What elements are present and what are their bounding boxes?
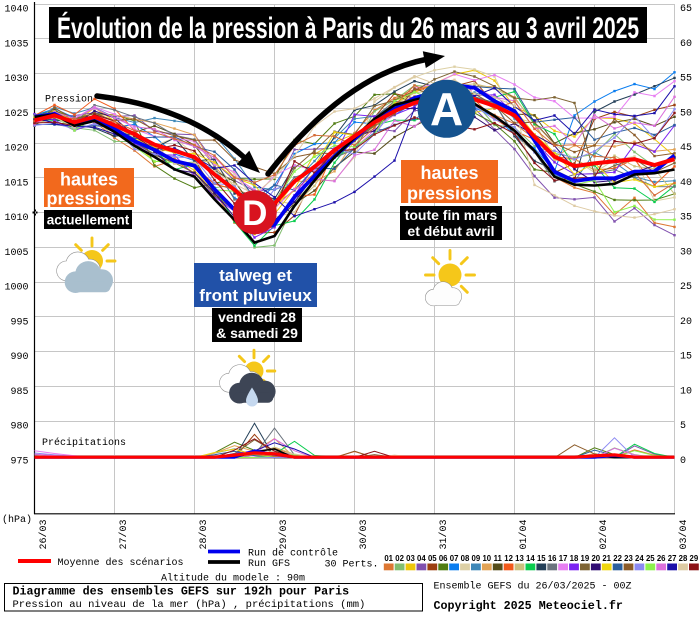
svg-text:& samedi 29: & samedi 29 [216,325,298,341]
svg-text:03/04: 03/04 [678,519,690,549]
svg-text:0: 0 [680,456,686,467]
svg-text:985: 985 [10,387,28,398]
svg-text:1005: 1005 [4,248,28,259]
svg-text:28/03: 28/03 [198,519,210,549]
svg-text:20: 20 [680,317,692,328]
svg-text:Évolution de la pression à Par: Évolution de la pression à Paris du 26 m… [57,11,639,45]
svg-text:40: 40 [680,178,692,189]
svg-text:29: 29 [690,554,699,563]
svg-text:1030: 1030 [4,74,28,85]
svg-text:vendredi 28: vendredi 28 [218,309,296,325]
svg-text:13: 13 [515,554,524,563]
svg-text:25: 25 [680,282,692,293]
svg-text:D: D [242,194,267,233]
svg-text:1025: 1025 [4,109,28,120]
svg-text:28: 28 [679,554,688,563]
svg-text:27/03: 27/03 [118,519,130,549]
svg-text:31/03: 31/03 [438,519,450,549]
svg-text:35: 35 [680,213,692,224]
svg-text:Diagramme des ensembles GEFS s: Diagramme des ensembles GEFS sur 192h po… [13,585,350,599]
svg-text:1015: 1015 [4,178,28,189]
svg-text:990: 990 [10,352,28,363]
svg-text:Moyenne des scénarios: Moyenne des scénarios [58,557,184,569]
svg-text:08: 08 [461,554,470,563]
svg-text:55: 55 [680,74,692,85]
svg-text:19: 19 [581,554,590,563]
svg-text:01/04: 01/04 [518,519,530,549]
svg-text:980: 980 [10,422,28,433]
svg-text:09: 09 [472,554,481,563]
svg-text:27: 27 [668,554,677,563]
svg-text:30/03: 30/03 [358,519,370,549]
svg-text:50: 50 [680,108,692,119]
svg-text:1020: 1020 [4,144,28,155]
svg-text:02/04: 02/04 [598,519,610,549]
svg-text:30 Perts.: 30 Perts. [325,560,379,571]
svg-text:17: 17 [559,554,568,563]
svg-text:1040: 1040 [4,5,28,16]
svg-text:04: 04 [417,554,426,563]
svg-text:hautes: hautes [420,163,478,183]
svg-text:23: 23 [624,554,633,563]
svg-text:(hPa): (hPa) [2,514,32,526]
svg-text:toute fin mars: toute fin mars [405,207,498,223]
svg-text:25: 25 [646,554,655,563]
svg-text:06: 06 [439,554,448,563]
svg-text:07: 07 [450,554,459,563]
svg-text:11: 11 [494,554,503,563]
svg-text:05: 05 [428,554,437,563]
svg-text:Run de contrôle: Run de contrôle [248,548,338,560]
svg-text:29/03: 29/03 [278,519,290,549]
svg-text:1010: 1010 [4,213,28,224]
svg-text:02: 02 [395,554,404,563]
svg-text:975: 975 [10,456,28,467]
svg-text:1035: 1035 [4,39,28,50]
svg-text:10: 10 [680,386,692,397]
svg-text:Ensemble GEFS du 26/03/2025 -: Ensemble GEFS du 26/03/2025 - 00Z [434,581,632,593]
svg-text:15: 15 [680,352,692,363]
svg-text:21: 21 [602,554,611,563]
svg-text:18: 18 [570,554,579,563]
svg-text:hautes: hautes [60,170,118,190]
svg-text:26/03: 26/03 [38,519,50,549]
svg-text:5: 5 [680,421,686,432]
svg-text:talweg et: talweg et [219,266,292,285]
svg-text:16: 16 [548,554,557,563]
svg-text:12: 12 [504,554,513,563]
svg-text:03: 03 [406,554,415,563]
svg-text:Pression: Pression [45,94,93,106]
svg-text:Altitude du modele : 90m: Altitude du modele : 90m [161,573,305,585]
svg-text:15: 15 [537,554,546,563]
svg-text:A: A [430,83,463,135]
svg-text:60: 60 [680,39,692,50]
svg-text:front pluvieux: front pluvieux [199,286,312,305]
svg-text:Pression au niveau de la mer (: Pression au niveau de la mer (hPa) , pré… [13,599,366,611]
svg-text:1000: 1000 [4,283,28,294]
svg-text:20: 20 [591,554,600,563]
svg-text:14: 14 [526,554,535,563]
svg-text:Copyright 2025 Meteociel.fr: Copyright 2025 Meteociel.fr [434,599,623,613]
svg-text:Précipitations: Précipitations [42,437,126,449]
svg-text:pressions: pressions [46,189,131,209]
svg-text:et début avril: et début avril [407,223,494,239]
svg-text:01: 01 [384,554,393,563]
svg-text:24: 24 [635,554,644,563]
svg-text:22: 22 [613,554,622,563]
svg-text:pressions: pressions [407,184,492,204]
svg-text:26: 26 [657,554,666,563]
svg-text:Run GFS: Run GFS [248,559,290,570]
svg-text:45: 45 [680,143,692,154]
svg-text:30: 30 [680,247,692,258]
svg-text:10: 10 [482,554,491,563]
svg-text:65: 65 [680,4,692,15]
svg-text:actuellement: actuellement [47,213,130,228]
svg-text:995: 995 [10,317,28,328]
